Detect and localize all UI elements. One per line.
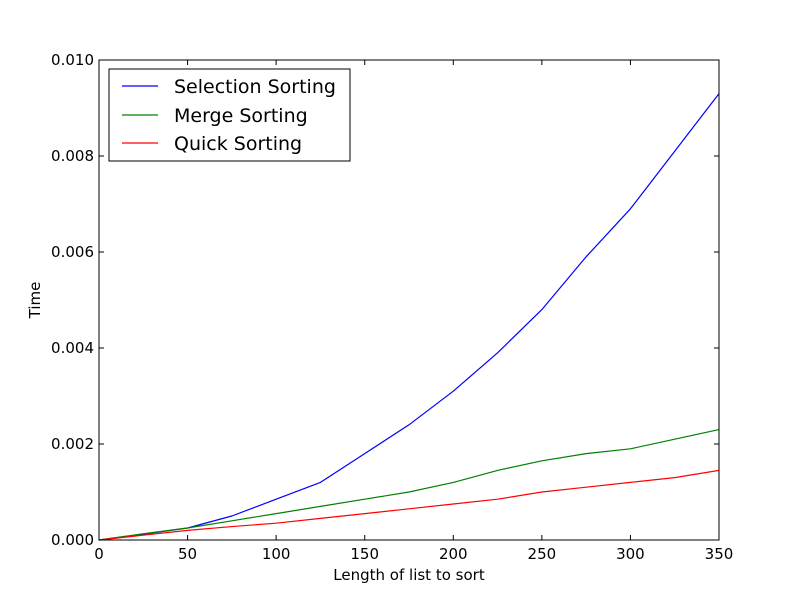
plot-frame xyxy=(98,59,720,541)
legend-label-merge-sorting: Merge Sorting xyxy=(174,105,308,127)
series-layer xyxy=(98,93,720,541)
legend: Selection Sorting Merge Sorting Quick So… xyxy=(108,68,351,162)
ticks-layer: 0 50 100 150 200 250 300 350 0.000 0.002 0.004 0.00… xyxy=(51,51,733,563)
series-line-merge-sorting xyxy=(98,429,720,541)
y-tick-label: 0.010 xyxy=(51,51,94,69)
y-tick-label: 0.006 xyxy=(51,243,94,261)
x-tick-label: 250 xyxy=(528,545,557,563)
x-tick-label: 100 xyxy=(262,545,291,563)
x-tick-label: 50 xyxy=(178,545,197,563)
legend-label-selection-sorting: Selection Sorting xyxy=(174,76,336,98)
y-tick-label: 0.002 xyxy=(51,435,94,453)
x-tick-label: 350 xyxy=(705,545,734,563)
x-axis-label: Length of list to sort xyxy=(333,566,485,584)
x-tick-label: 0 xyxy=(94,545,104,563)
x-tick-label: 300 xyxy=(616,545,645,563)
y-tick-label: 0.008 xyxy=(51,147,94,165)
legend-label-quick-sorting: Quick Sorting xyxy=(174,133,302,155)
series-line-quick-sorting xyxy=(98,469,720,541)
y-tick-label: 0.000 xyxy=(51,531,94,549)
x-tick-label: 150 xyxy=(350,545,379,563)
series-line-selection-sorting xyxy=(98,93,720,541)
y-tick-label: 0.004 xyxy=(51,339,94,357)
y-axis-label: Time xyxy=(26,282,44,320)
x-tick-label: 200 xyxy=(439,545,468,563)
